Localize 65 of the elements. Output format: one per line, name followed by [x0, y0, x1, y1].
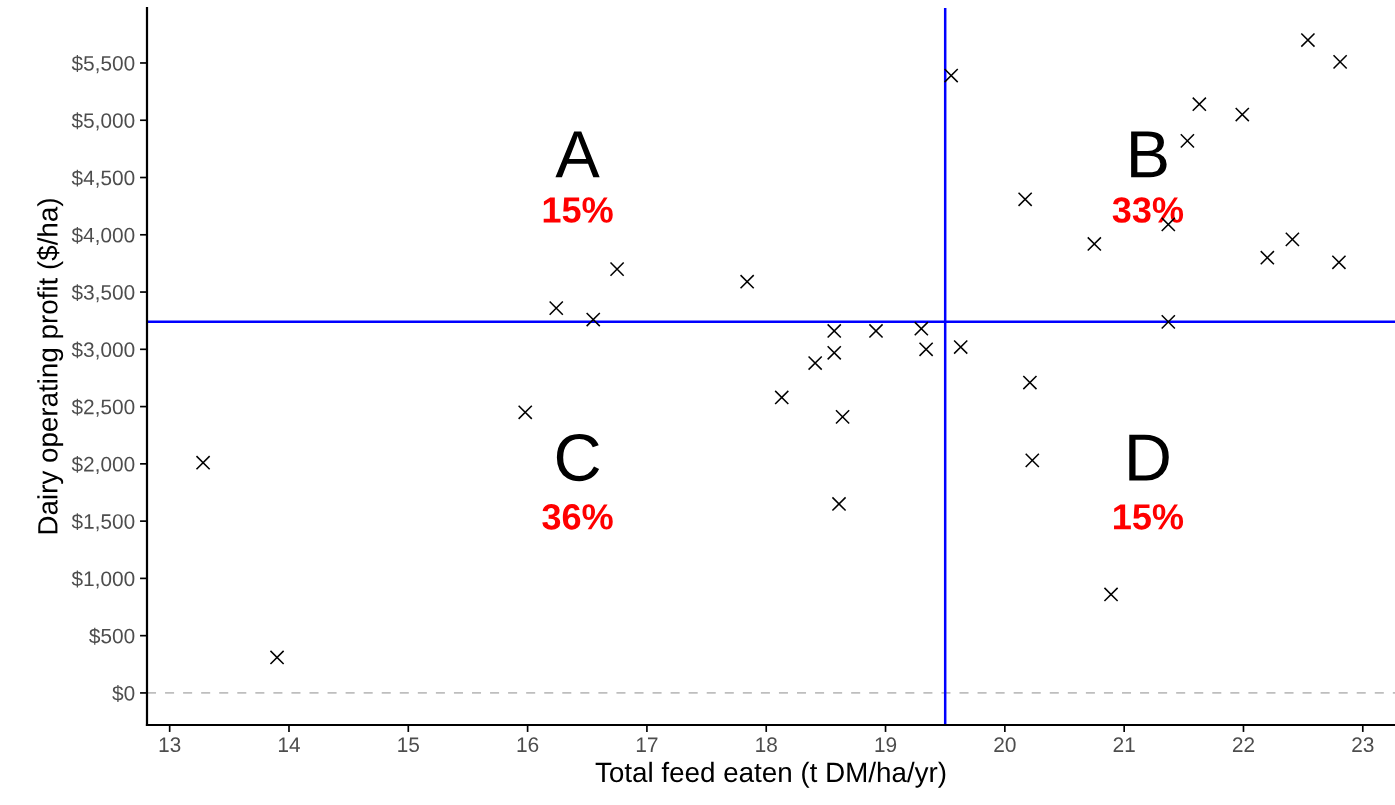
x-tick-label: 21	[1113, 737, 1135, 752]
point	[835, 409, 850, 425]
point	[868, 323, 884, 339]
point	[609, 261, 625, 277]
point	[918, 341, 934, 357]
x-tick-label: 23	[1352, 737, 1374, 753]
x-tick-label: 14	[278, 737, 300, 752]
annotation: 33%	[1112, 197, 1184, 223]
y-tick-label: $4,000	[71, 226, 135, 245]
x-tick-label: 16	[517, 737, 539, 753]
annotation: 36%	[542, 504, 613, 530]
x-tick-label: 13	[159, 737, 181, 753]
point	[739, 274, 755, 290]
point	[1259, 250, 1275, 266]
point	[807, 355, 823, 371]
annotation: D	[1129, 434, 1169, 481]
point	[1160, 314, 1176, 330]
annotation: 15%	[1114, 504, 1184, 530]
x-tick-label: 20	[994, 737, 1016, 753]
annotation: B	[1131, 131, 1167, 178]
x-tick-label: 18	[756, 737, 777, 753]
point	[1022, 375, 1038, 390]
point	[826, 345, 842, 361]
point	[517, 404, 533, 420]
y-tick-label: $2,000	[71, 455, 135, 475]
annotation: A	[555, 131, 600, 178]
y-tick-label: $1,500	[71, 513, 135, 532]
y-tick-label: $1,000	[71, 570, 135, 589]
annotation: 15%	[543, 197, 613, 223]
point	[1300, 32, 1316, 48]
y-tick-label: $0	[112, 685, 135, 702]
y-tick-label: $5,500	[71, 55, 135, 74]
point	[548, 300, 564, 316]
y-tick-label: $4,500	[71, 169, 135, 188]
point	[913, 321, 929, 337]
point	[774, 390, 790, 405]
y-tick-label: $3,500	[71, 284, 135, 303]
point	[1332, 54, 1348, 70]
x-axis-title: Total feed eaten (t DM/ha/yr)	[595, 761, 946, 788]
x-tick-label: 17	[636, 737, 658, 752]
point	[1086, 236, 1102, 252]
point	[953, 339, 969, 355]
y-tick-label: $2,500	[71, 398, 135, 417]
point	[1191, 96, 1207, 112]
y-axis-title: Dairy operating profit ($/ha)	[36, 199, 64, 534]
y-tick-label: $5,000	[71, 112, 135, 131]
x-tick-label: 22	[1232, 737, 1255, 752]
point	[1103, 587, 1119, 602]
point	[1285, 232, 1300, 247]
point	[585, 312, 601, 327]
x-tick-label: 19	[875, 737, 897, 753]
annotation: C	[556, 433, 600, 482]
y-tick-label: $500	[89, 627, 135, 645]
point	[831, 496, 847, 512]
point	[1234, 107, 1250, 122]
point	[826, 323, 842, 339]
point	[1331, 254, 1347, 270]
point	[1024, 453, 1040, 468]
point	[943, 68, 959, 83]
y-tick-label: $3,000	[71, 341, 135, 360]
point	[195, 455, 211, 471]
point	[1017, 191, 1033, 207]
point	[269, 650, 285, 665]
point	[1180, 133, 1195, 149]
x-tick-label: 15	[398, 737, 420, 753]
